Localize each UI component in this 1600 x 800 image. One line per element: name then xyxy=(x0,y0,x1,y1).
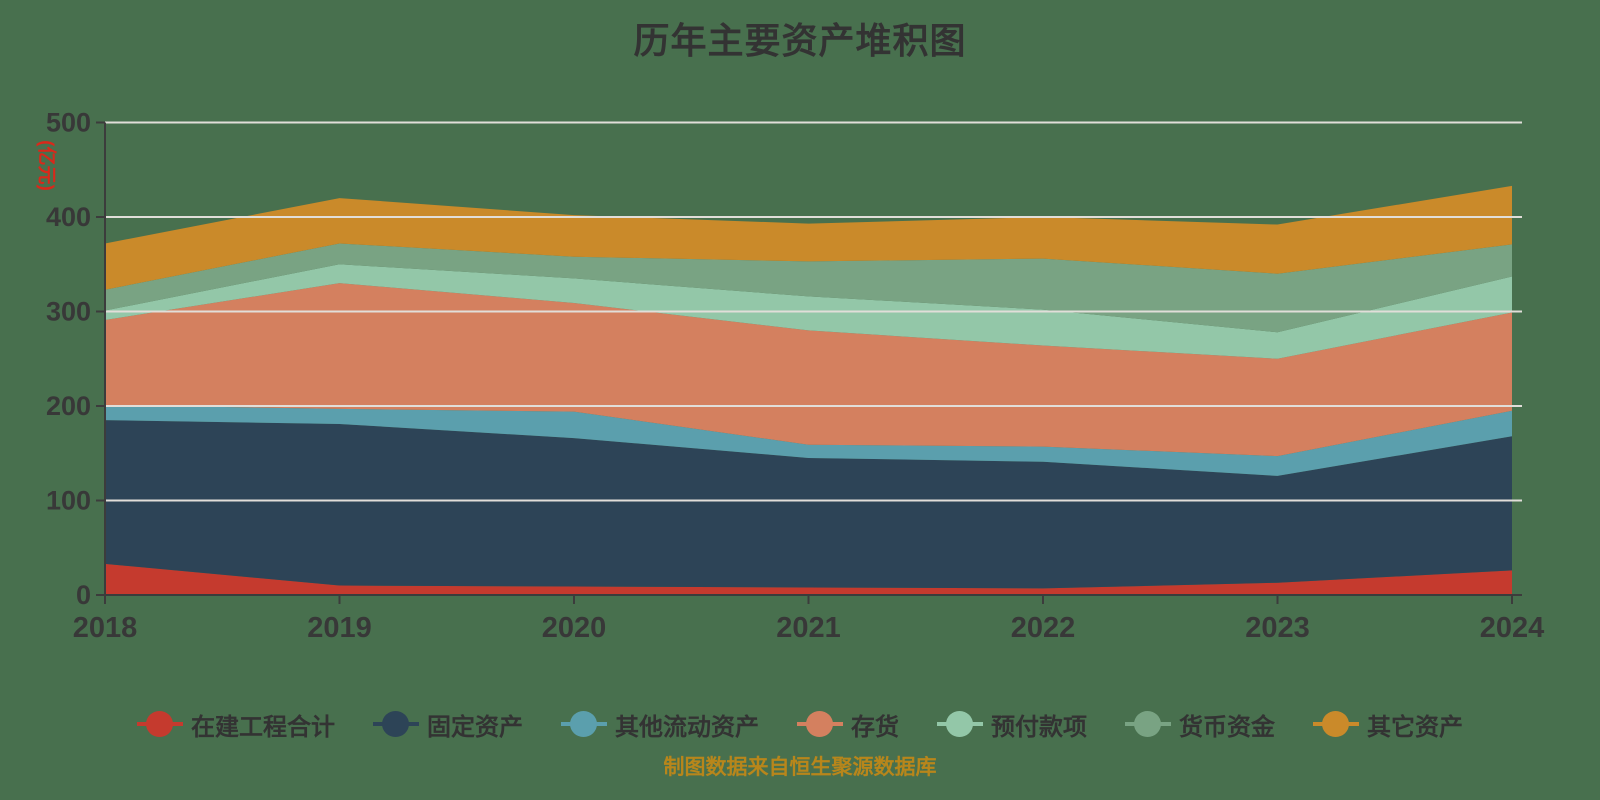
x-tick-label-2024: 2024 xyxy=(1480,612,1545,644)
y-tick-label-0: 0 xyxy=(76,580,91,610)
legend-line-circle-icon xyxy=(561,711,607,737)
legend-line-circle-icon xyxy=(797,711,843,737)
area-货币资金 xyxy=(105,243,1512,333)
legend-line-circle-icon xyxy=(937,711,983,737)
attribution-text: 制图数据来自恒生聚源数据库 xyxy=(663,756,937,779)
legend-label: 预付款项 xyxy=(991,713,1087,741)
y-tick-label-400: 400 xyxy=(46,202,91,232)
x-tick-label-2020: 2020 xyxy=(542,612,607,644)
legend-line-circle-icon xyxy=(1313,711,1359,737)
area-固定资产 xyxy=(105,420,1512,589)
legend-label: 其它资产 xyxy=(1367,713,1463,741)
y-tick-label-300: 300 xyxy=(46,297,91,327)
chart-canvas: 0 100 200 300 400 500 2018 2019 2020 2021 2022 2023… xyxy=(46,108,1545,645)
x-tick-label-2023: 2023 xyxy=(1245,612,1310,644)
y-tick-label-100: 100 xyxy=(46,486,91,516)
x-tick-label-2018: 2018 xyxy=(73,612,138,644)
legend-label: 其他流动资产 xyxy=(615,713,759,741)
legend: 在建工程合计 固定资产 其他流动资产 存货 预付款项 货币资金 其它资产 xyxy=(0,701,1600,747)
y-tick-label-500: 500 xyxy=(46,108,91,138)
area-在建工程合计 xyxy=(105,563,1512,595)
legend-item-预付款项[interactable]: 预付款项 xyxy=(937,707,1087,742)
chart-title: 历年主要资产堆积图 xyxy=(633,20,967,61)
legend-line-circle-icon xyxy=(137,711,183,737)
area-存货 xyxy=(105,283,1512,457)
legend-item-固定资产[interactable]: 固定资产 xyxy=(373,707,523,742)
legend-item-其它资产[interactable]: 其它资产 xyxy=(1313,707,1463,742)
legend-label: 存货 xyxy=(851,713,899,741)
legend-item-在建工程合计[interactable]: 在建工程合计 xyxy=(137,707,335,742)
legend-label: 在建工程合计 xyxy=(191,713,335,741)
legend-label: 固定资产 xyxy=(427,713,523,741)
y-tick-label-200: 200 xyxy=(46,391,91,421)
legend-label: 货币资金 xyxy=(1179,713,1275,741)
x-tick-label-2019: 2019 xyxy=(307,612,372,644)
area-其它资产 xyxy=(105,185,1512,290)
x-tick-label-2022: 2022 xyxy=(1011,612,1076,644)
legend-item-其他流动资产[interactable]: 其他流动资产 xyxy=(561,707,759,742)
legend-line-circle-icon xyxy=(373,711,419,737)
y-axis-unit-label: (亿元) xyxy=(35,140,57,191)
x-tick-label-2021: 2021 xyxy=(776,612,841,644)
area-其他流动资产 xyxy=(105,405,1512,476)
legend-item-货币资金[interactable]: 货币资金 xyxy=(1125,707,1275,742)
legend-line-circle-icon xyxy=(1125,711,1171,737)
legend-item-存货[interactable]: 存货 xyxy=(797,707,899,742)
